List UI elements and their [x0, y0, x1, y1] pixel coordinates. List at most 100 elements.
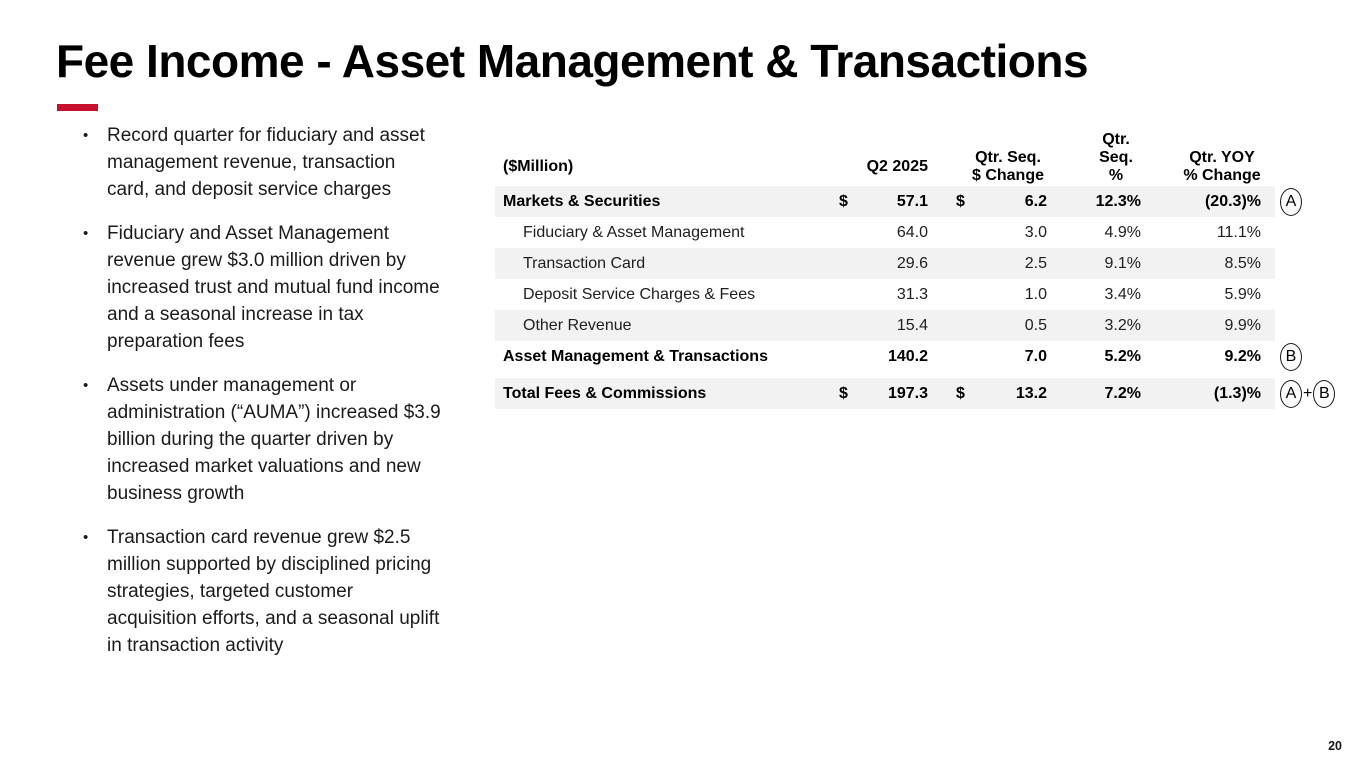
table-row: Fiduciary & Asset Management 64.0 3.0 4.9% 1… — [495, 217, 1365, 248]
seq-dollar-change-cell: 0.5 — [931, 317, 1051, 335]
yoy-pct-change-value: 9.9% — [1224, 316, 1261, 334]
q2-value: 140.2 — [887, 347, 928, 365]
title-accent-dash — [57, 104, 98, 111]
row-annotation: A + B — [1275, 378, 1365, 409]
yoy-pct-change-value: 11.1% — [1216, 223, 1261, 241]
q2-amount-cell: $197.3 — [835, 385, 931, 403]
annotation-circle-b: B — [1280, 342, 1302, 371]
bullet-marker-icon: • — [83, 127, 89, 144]
row-label: Asset Management & Transactions — [503, 347, 768, 365]
header-line: Qtr. YOY — [1189, 149, 1255, 166]
row-annotation — [1275, 310, 1365, 341]
table-row: Markets & Securities $57.1 $6.2 12.3% (20.3)… — [495, 186, 1365, 217]
seq-dollar-change-value: 2.5 — [1024, 254, 1047, 272]
seq-dollar-change-cell: $13.2 — [931, 385, 1051, 403]
yoy-pct-change-value: (1.3)% — [1213, 384, 1261, 402]
bullet-item: • Fiduciary and Asset Management revenue … — [80, 220, 442, 355]
page-title: Fee Income - Asset Management & Transact… — [56, 35, 1089, 87]
seq-pct-change-value: 3.2% — [1104, 316, 1141, 334]
table-row-main: Deposit Service Charges & Fees 31.3 1.0 3.4… — [495, 279, 1275, 310]
seq-pct-change-value: 12.3% — [1095, 192, 1141, 210]
bullet-item: • Record quarter for fiduciary and asset … — [80, 122, 442, 203]
seq-dollar-sign: $ — [956, 192, 965, 210]
header-line: % Change — [1183, 167, 1261, 184]
yoy-pct-change-value: 8.5% — [1224, 254, 1261, 272]
q2-amount-cell: $57.1 — [835, 193, 931, 211]
bullet-marker-icon: • — [83, 377, 89, 394]
column-header-q2-2025: Q2 2025 — [866, 158, 928, 175]
row-label: Transaction Card — [523, 254, 646, 272]
header-line: $ Change — [971, 167, 1044, 184]
table-row: Total Fees & Commissions $197.3 $13.2 7.2%(… — [495, 378, 1365, 409]
q2-value: 15.4 — [896, 316, 928, 334]
seq-pct-change-value: 5.2% — [1104, 347, 1141, 365]
annotation-plus: + — [1303, 384, 1313, 402]
seq-dollar-change-cell: 1.0 — [931, 286, 1051, 304]
annotation-circle-a: A — [1280, 379, 1302, 408]
row-label: Markets & Securities — [503, 192, 661, 210]
row-label: Other Revenue — [523, 316, 632, 334]
seq-dollar-change-cell: 3.0 — [931, 224, 1051, 242]
seq-pct-change-value: 7.2% — [1104, 384, 1141, 402]
table-row: Deposit Service Charges & Fees 31.3 1.0 3.4… — [495, 279, 1365, 310]
q2-dollar-sign: $ — [839, 192, 848, 210]
table-row: Transaction Card 29.6 2.5 9.1% 8.5% — [495, 248, 1365, 279]
q2-amount-cell: 64.0 — [835, 224, 931, 242]
seq-pct-change-value: 4.9% — [1104, 223, 1141, 241]
bullet-list: • Record quarter for fiduciary and asset … — [80, 122, 442, 676]
q2-value: 29.6 — [896, 254, 928, 272]
row-annotation — [1275, 217, 1365, 248]
table-row: Asset Management & Transactions 140.2 7.0 5… — [495, 341, 1365, 372]
q2-amount-cell: 31.3 — [835, 286, 931, 304]
annotation-circle-a: A — [1280, 187, 1302, 216]
row-label: Fiduciary & Asset Management — [523, 223, 745, 241]
q2-amount-cell: 29.6 — [835, 255, 931, 273]
row-annotation: A — [1275, 186, 1365, 217]
row-annotation — [1275, 279, 1365, 310]
seq-dollar-change-value: 0.5 — [1024, 316, 1047, 334]
column-header-yoy-pct-change: Qtr. YOY % Change — [1143, 149, 1275, 185]
row-label: Total Fees & Commissions — [503, 384, 707, 402]
table-row-main: Other Revenue 15.4 0.5 3.2% 9.9% — [495, 310, 1275, 341]
q2-value: 197.3 — [887, 384, 928, 402]
seq-dollar-change-value: 6.2 — [1024, 192, 1047, 210]
q2-amount-cell: 140.2 — [835, 348, 931, 366]
column-header-seq-dollar-change: Qtr. Seq. $ Change — [931, 149, 1051, 185]
q2-amount-cell: 15.4 — [835, 317, 931, 335]
header-line: Qtr. Seq. — [975, 149, 1041, 166]
seq-dollar-change-value: 7.0 — [1024, 347, 1047, 365]
yoy-pct-change-value: 9.2% — [1224, 347, 1261, 365]
yoy-pct-change-value: (20.3)% — [1204, 192, 1261, 210]
q2-value: 57.1 — [896, 192, 928, 210]
column-header-unit: ($Million) — [503, 158, 574, 175]
q2-dollar-sign: $ — [839, 384, 848, 402]
page-number: 20 — [1328, 739, 1342, 753]
seq-pct-change-value: 9.1% — [1104, 254, 1141, 272]
q2-value: 31.3 — [896, 285, 928, 303]
q2-value: 64.0 — [896, 223, 928, 241]
bullet-text: Transaction card revenue grew $2.5 milli… — [107, 527, 440, 656]
row-annotation — [1275, 248, 1365, 279]
seq-dollar-change-cell: 2.5 — [931, 255, 1051, 273]
bullet-text: Record quarter for fiduciary and asset m… — [107, 125, 425, 200]
seq-dollar-change-cell: $6.2 — [931, 193, 1051, 211]
bullet-text: Fiduciary and Asset Management revenue g… — [107, 223, 440, 352]
seq-dollar-change-value: 1.0 — [1024, 285, 1047, 303]
bullet-text: Assets under management or administratio… — [107, 375, 441, 504]
seq-dollar-change-value: 13.2 — [1015, 384, 1047, 402]
annotation-circle-b: B — [1313, 379, 1336, 408]
seq-dollar-sign: $ — [956, 384, 965, 402]
table-row-main: Asset Management & Transactions 140.2 7.0 5… — [495, 341, 1275, 372]
row-label: Deposit Service Charges & Fees — [523, 285, 756, 303]
seq-dollar-change-cell: 7.0 — [931, 348, 1051, 366]
table-body: Markets & Securities $57.1 $6.2 12.3% (20.3)… — [495, 186, 1365, 409]
yoy-pct-change-value: 5.9% — [1224, 285, 1261, 303]
table-header: ($Million) Q2 2025 Qtr. Seq. $ Change Qt… — [495, 131, 1365, 202]
table-row-main: Fiduciary & Asset Management 64.0 3.0 4.9% 1… — [495, 217, 1275, 248]
bullet-item: • Transaction card revenue grew $2.5 mill… — [80, 524, 442, 659]
table-row-main: Total Fees & Commissions $197.3 $13.2 7.2%(… — [495, 378, 1275, 409]
table-row-main: Markets & Securities $57.1 $6.2 12.3% (20.3)… — [495, 186, 1275, 217]
seq-pct-change-value: 3.4% — [1104, 285, 1141, 303]
table-row: Other Revenue 15.4 0.5 3.2% 9.9% — [495, 310, 1365, 341]
